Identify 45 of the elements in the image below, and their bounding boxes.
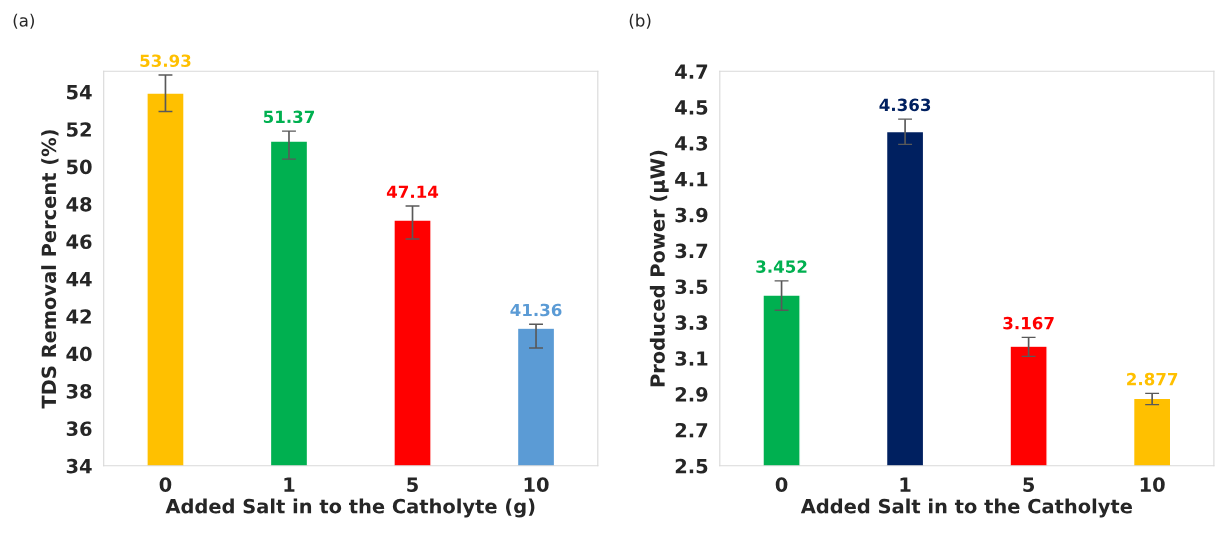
data-label: 47.14 xyxy=(386,185,439,198)
y-tick-label: 54 xyxy=(67,85,92,100)
text: (b) xyxy=(629,13,651,29)
data-label: 3.452 xyxy=(756,260,807,273)
y-tick-label: 48 xyxy=(66,196,92,212)
y-tick-label: 38 xyxy=(66,383,92,399)
y-tick-label: 3.1 xyxy=(675,351,708,366)
y-tick-label: 2.7 xyxy=(675,422,708,438)
data-label: 3.167 xyxy=(1003,316,1054,330)
y-axis-title: Produced Power (µW) xyxy=(649,150,669,387)
y-tick-label: 3.7 xyxy=(675,243,708,259)
y-tick-label: 36 xyxy=(66,421,92,437)
y-axis-title: TDS Removal Percent (%) xyxy=(41,130,59,409)
x-axis-title: Added Salt in to the Catholyte xyxy=(800,498,1132,518)
data-label: 51.37 xyxy=(263,110,315,124)
y-tick-label: 42 xyxy=(66,309,91,324)
y-tick-label: 4.1 xyxy=(675,172,708,187)
x-tick-label: 10 xyxy=(524,477,549,492)
y-tick-label: 46 xyxy=(66,234,92,250)
data-label: 41.36 xyxy=(510,303,562,317)
y-tick-label: 2.9 xyxy=(675,387,708,402)
x-tick-label: 1 xyxy=(900,477,911,492)
y-tick-label: 50 xyxy=(67,159,92,175)
y-tick-label: 3.5 xyxy=(675,279,708,295)
y-tick-label: 2.5 xyxy=(675,458,708,474)
y-tick-label: 3.9 xyxy=(675,207,708,223)
y-tick-label: 4.5 xyxy=(675,100,708,115)
data-label: 2.877 xyxy=(1127,372,1178,386)
y-tick-label: 44 xyxy=(66,272,92,287)
x-axis-title: Added Salt in to the Catholyte (g) xyxy=(165,498,535,518)
x-tick-label: 5 xyxy=(407,477,418,492)
y-tick-label: 52 xyxy=(67,122,91,137)
x-tick-label: 5 xyxy=(1023,477,1035,492)
y-tick-label: 4.7 xyxy=(675,64,708,79)
y-tick-label: 4.3 xyxy=(675,135,708,151)
x-tick-label: 1 xyxy=(284,477,295,492)
text: (a) xyxy=(13,13,34,29)
y-tick-label: 34 xyxy=(66,458,92,474)
x-tick-label: 10 xyxy=(1140,477,1165,492)
data-label: 4.363 xyxy=(879,98,931,112)
x-tick-label: 0 xyxy=(159,477,172,492)
data-label: 53.93 xyxy=(140,54,191,68)
y-tick-label: 40 xyxy=(66,346,92,362)
y-tick-label: 3.3 xyxy=(675,315,708,330)
x-tick-label: 0 xyxy=(775,477,788,492)
